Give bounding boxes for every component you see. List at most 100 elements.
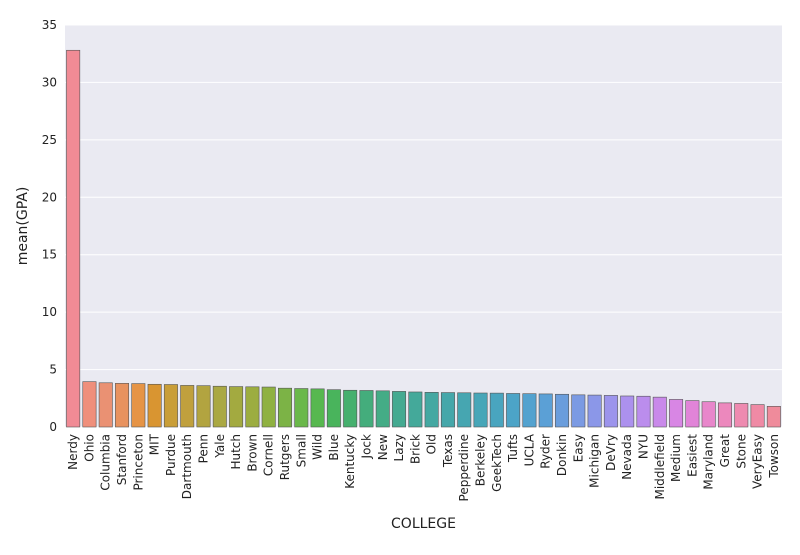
bar [408,391,423,428]
plot-background [65,25,782,427]
x-tick-label: Princeton [131,434,145,491]
bar [766,406,781,428]
x-tick-label: Lazy [392,434,406,461]
y-tick-label: 20 [42,190,57,204]
x-tick-label: Medium [669,434,683,482]
bar [669,399,684,428]
x-tick-label: New [376,434,390,460]
x-tick-label: Hutch [229,434,243,470]
x-tick-label: Old [425,434,439,454]
y-tick-label: 25 [42,133,57,147]
bar [522,393,537,428]
x-tick-label: Stanford [115,434,129,485]
x-tick-label: Easiest [685,434,699,477]
bar [229,386,244,428]
bar [131,383,146,428]
bar [750,404,765,428]
x-tick-label: Nerdy [66,434,80,470]
y-axis-label: mean(GPA) [15,187,31,266]
bar [636,395,651,428]
x-tick-label: Columbia [99,434,113,491]
x-tick-label: Blue [327,434,341,461]
bar [701,401,716,428]
x-tick-label: Stone [734,434,748,469]
bar [506,393,521,428]
x-tick-label: Dartmouth [180,434,194,499]
x-tick-label: VeryEasy [751,434,765,489]
x-tick-label: Small [294,434,308,467]
x-tick-label: Penn [197,434,211,463]
bar [359,390,374,428]
x-tick-label: Texas [441,434,455,468]
x-tick-label: Cornell [262,434,276,476]
bar [66,49,81,428]
x-tick-label: Easy [571,434,585,462]
bar [538,393,553,428]
x-tick-label: Donkin [555,434,569,476]
y-tick-label: 15 [42,248,57,262]
x-tick-label: Rutgers [278,434,292,480]
bar [603,395,618,428]
x-tick-label: Purdue [164,434,178,476]
bar [115,383,130,428]
y-tick-label: 35 [42,18,57,32]
x-tick-label: Kentucky [343,434,357,489]
x-tick-label: Pepperdine [457,434,471,501]
x-tick-label: DeVry [604,434,618,471]
x-tick-label: Michigan [588,434,602,488]
x-tick-label: Jock [359,434,373,459]
bar [571,394,586,428]
bar [261,386,276,428]
x-tick-labels: Nerdy Ohio Columbia Stanford Princeton MIT Pur… [66,433,781,501]
x-tick-label: NYU [636,434,650,459]
bar [375,390,390,428]
bar [685,400,700,428]
bar [473,392,488,428]
x-tick-label: Nevada [620,434,634,480]
bar [245,386,260,428]
y-tick-label: 30 [42,75,57,89]
bar [294,388,309,428]
bar [310,388,325,428]
x-tick-label: Wild [311,434,325,460]
x-tick-label: GeekTech [490,434,504,492]
bar [180,385,195,428]
bar [147,383,162,428]
x-tick-label: Tufts [506,434,520,463]
bar [343,389,358,428]
bar [652,396,667,428]
x-tick-label: UCLA [522,433,536,466]
y-tick-label: 0 [49,420,57,434]
x-tick-label: Brick [408,434,422,464]
x-tick-label: Towson [767,434,781,479]
bar [82,381,97,428]
bar [196,385,211,428]
x-tick-label: Brown [245,434,259,472]
x-axis-label: COLLEGE [391,516,456,532]
bar [440,392,455,428]
bars [66,49,781,428]
x-tick-label: Middlefield [653,434,667,500]
x-tick-label: MIT [148,433,162,455]
bar [212,385,227,428]
bar [98,382,113,428]
y-tick-label: 10 [42,305,57,319]
x-tick-label: Yale [213,434,227,459]
bar [457,392,472,428]
bar [620,395,635,428]
y-tick-label: 5 [49,363,57,377]
bar [163,384,178,428]
gridlines [65,24,782,428]
x-tick-label: Great [718,434,732,468]
bar [489,392,504,428]
bar [587,394,602,428]
y-tick-labels: 0 5 10 15 20 25 30 35 [42,18,57,434]
x-tick-label: Ohio [82,434,96,462]
x-tick-label: Maryland [702,434,716,490]
bar [424,392,439,428]
x-tick-label: Ryder [539,434,553,469]
bar [734,403,749,428]
bar [278,387,292,428]
